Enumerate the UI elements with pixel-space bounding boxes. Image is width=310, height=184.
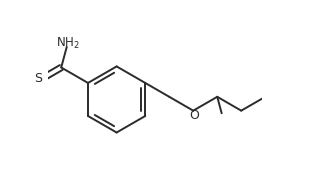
Text: NH$_2$: NH$_2$ — [56, 36, 80, 51]
Text: S: S — [34, 72, 42, 85]
Text: O: O — [189, 109, 199, 122]
